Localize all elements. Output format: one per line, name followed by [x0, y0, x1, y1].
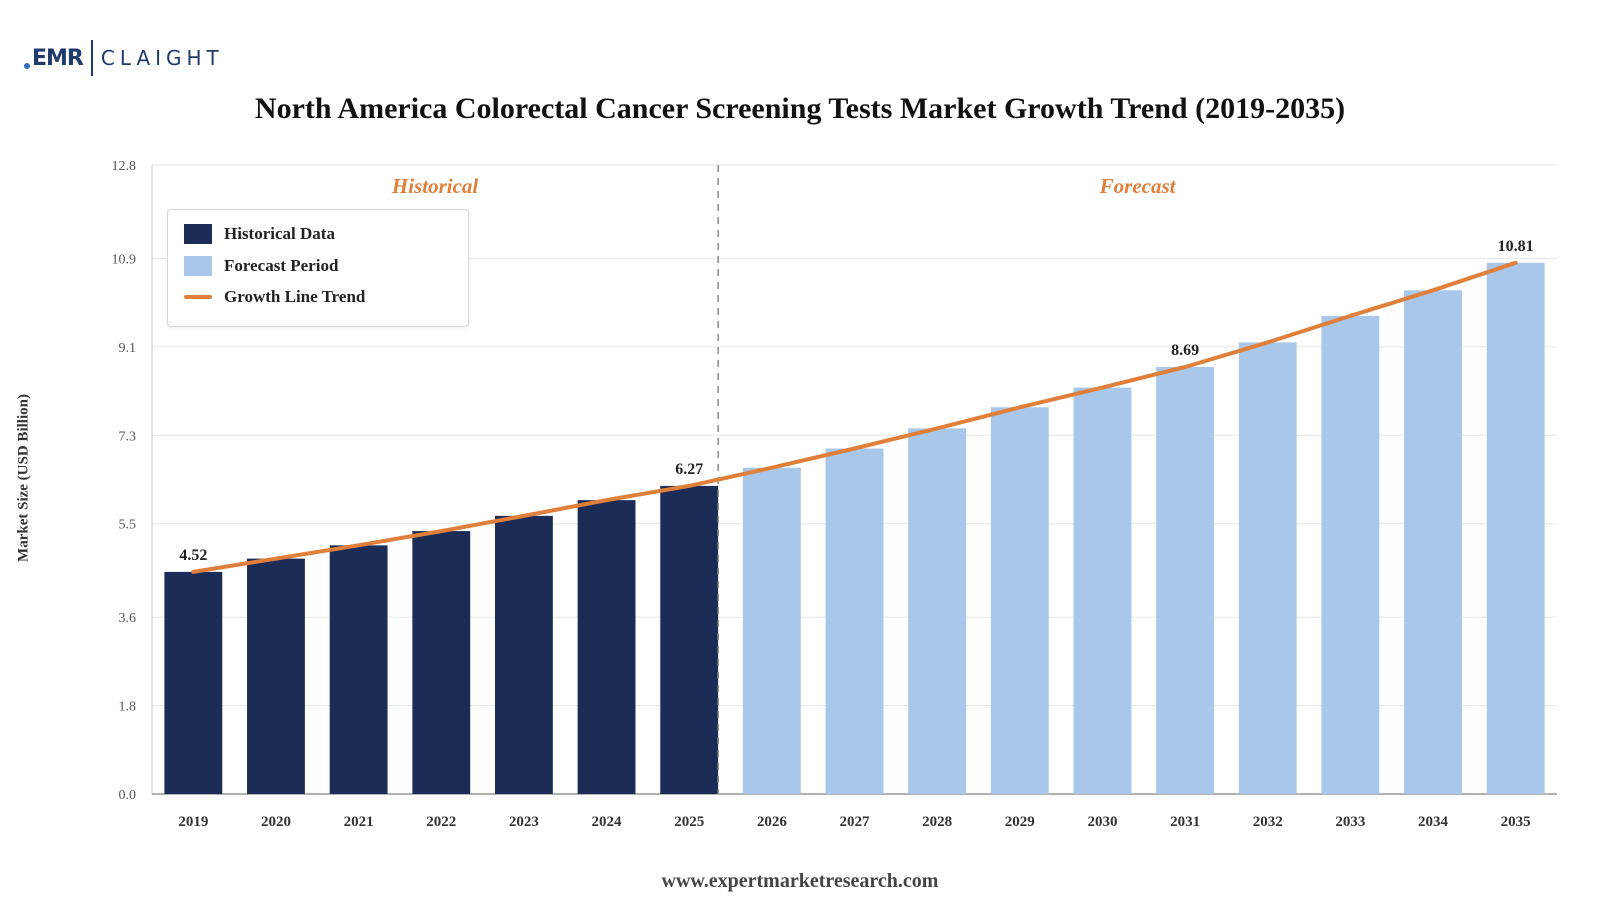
- data-label: 4.52: [179, 547, 207, 564]
- legend-label-trend: Growth Line Trend: [224, 287, 366, 306]
- x-tick-label: 2027: [840, 814, 871, 830]
- legend-swatch-forecast: [184, 256, 212, 276]
- bar-historical: [412, 531, 471, 794]
- logo-divider: [90, 40, 93, 76]
- bar-forecast: [990, 407, 1049, 794]
- x-tick-label: 2025: [674, 814, 704, 830]
- bar-forecast: [1321, 315, 1380, 794]
- bar-forecast: [1238, 342, 1297, 794]
- x-tick-label: 2028: [922, 814, 952, 830]
- data-label: 6.27: [675, 461, 703, 478]
- x-tick-label: 2024: [592, 814, 623, 830]
- data-label: 8.69: [1171, 342, 1199, 359]
- logo-emr: EMR: [24, 45, 84, 71]
- legend-label-forecast: Forecast Period: [224, 256, 339, 275]
- legend-item-forecast: Forecast Period: [184, 254, 338, 278]
- legend-label-historical: Historical Data: [224, 224, 335, 243]
- section-label-historical: Historical: [391, 174, 479, 198]
- chart-title: North America Colorectal Cancer Screenin…: [254, 92, 1346, 125]
- y-tick-label: 10.9: [112, 252, 137, 267]
- x-tick-label: 2021: [344, 814, 374, 830]
- bar-forecast: [825, 448, 884, 794]
- legend-swatch-trend: [184, 295, 212, 299]
- y-tick-label: 9.1: [119, 341, 137, 356]
- x-tick-label: 2029: [1005, 814, 1035, 830]
- x-tick-label: 2030: [1087, 814, 1117, 830]
- bar-forecast: [1404, 290, 1462, 794]
- bar-historical: [164, 571, 223, 794]
- bar-historical: [247, 558, 305, 794]
- y-tick-label: 7.3: [119, 429, 137, 444]
- logo-claight: CLAIGHT: [100, 46, 224, 70]
- x-tick-label: 2035: [1501, 814, 1531, 830]
- bar-forecast: [1486, 262, 1545, 794]
- logo: EMR CLAIGHT: [24, 36, 224, 80]
- y-tick-label: 3.6: [119, 611, 137, 626]
- x-tick-label: 2033: [1335, 814, 1365, 830]
- x-tick-label: 2023: [509, 814, 539, 830]
- bar-historical: [660, 485, 719, 794]
- bar-historical: [494, 515, 553, 794]
- x-tick-label: 2032: [1253, 814, 1283, 830]
- logo-dot-icon: [24, 62, 30, 69]
- legend-item-trend: Growth Line Trend: [184, 285, 365, 309]
- y-tick-label: 1.8: [119, 700, 137, 715]
- bar-forecast: [742, 467, 801, 794]
- footer-url: www.expertmarketresearch.com: [661, 870, 939, 892]
- bar-forecast: [1073, 387, 1132, 794]
- logo-emr-text: EMR: [32, 45, 84, 71]
- bar-historical: [577, 500, 636, 794]
- x-tick-label: 2019: [178, 814, 208, 830]
- section-label-forecast: Forecast: [1099, 174, 1177, 198]
- bar-forecast: [908, 428, 967, 794]
- x-tick-label: 2034: [1418, 814, 1449, 830]
- data-label: 10.81: [1498, 238, 1534, 255]
- y-tick-label: 0.0: [119, 788, 137, 803]
- bar-forecast: [1156, 366, 1215, 794]
- legend-item-historical: Historical Data: [184, 222, 335, 246]
- x-tick-label: 2020: [261, 814, 291, 830]
- y-tick-label: 12.8: [112, 159, 137, 174]
- y-tick-label: 5.5: [119, 518, 137, 533]
- growth-trend-line: [191, 260, 1518, 574]
- x-tick-label: 2026: [757, 814, 788, 830]
- x-tick-label: 2022: [426, 814, 456, 830]
- x-tick-label: 2031: [1170, 814, 1200, 830]
- legend: Historical Data Forecast Period Growth L…: [167, 209, 469, 327]
- bar-historical: [329, 545, 388, 794]
- legend-swatch-historical: [184, 224, 212, 244]
